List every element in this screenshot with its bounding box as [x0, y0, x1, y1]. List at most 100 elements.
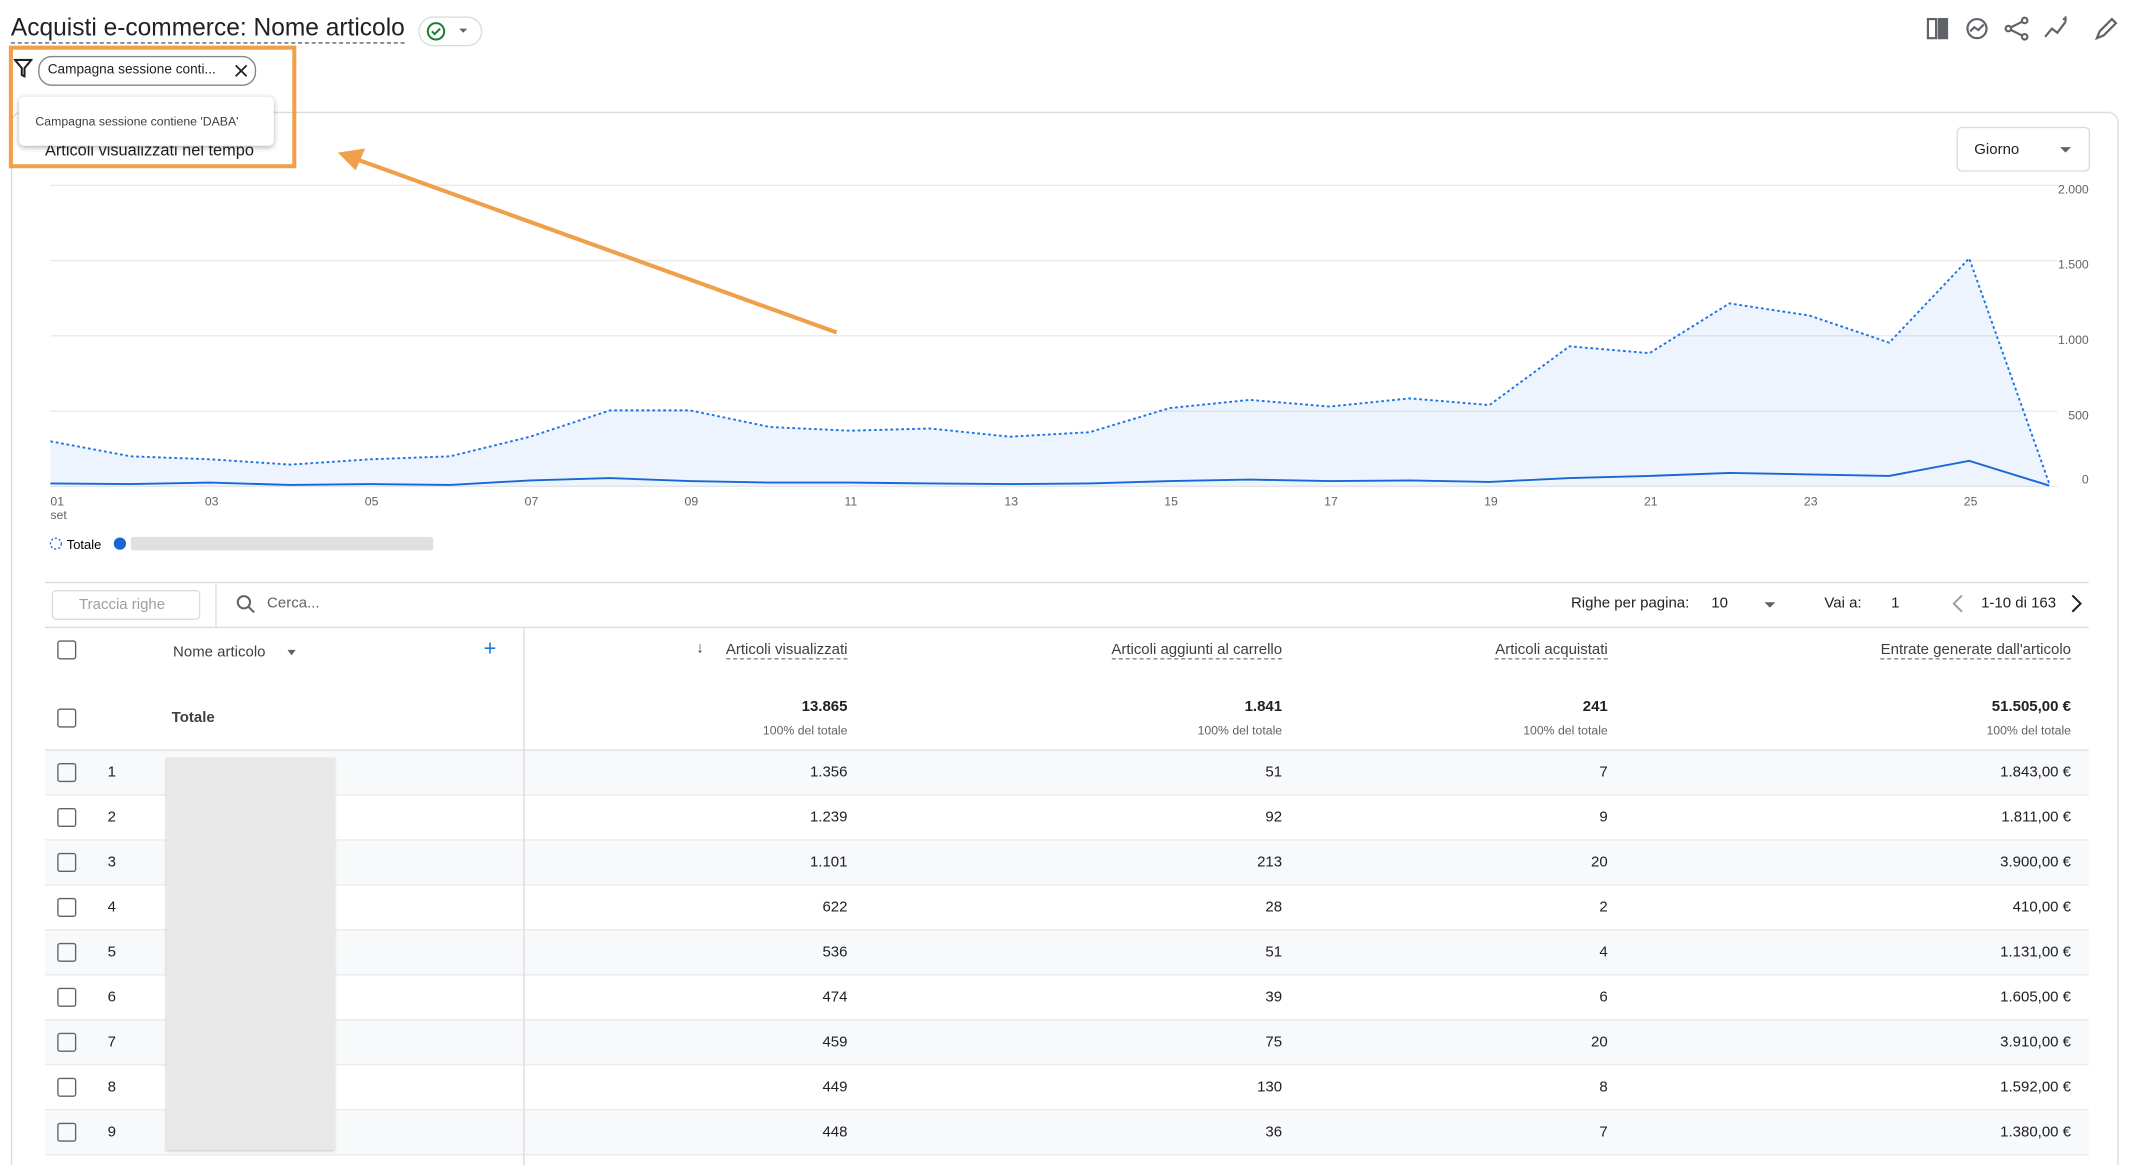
cell-value: 459: [822, 1034, 848, 1051]
cell-value: 213: [1257, 854, 1283, 871]
checkbox[interactable]: [57, 640, 77, 660]
cell-value: 2: [1599, 899, 1608, 916]
cell-value: 39: [1265, 989, 1283, 1006]
cell-value: 1.605,00 €: [2000, 989, 2071, 1006]
cell-value: 75: [1265, 1034, 1283, 1051]
cell-value: 9: [1599, 809, 1608, 826]
checkbox[interactable]: [57, 807, 77, 828]
annotation: [8, 45, 838, 335]
goto-input[interactable]: 1: [1891, 595, 1900, 612]
x-tick-label: 05: [365, 494, 379, 508]
totals-label: Totale: [171, 709, 215, 727]
granularity-select[interactable]: Giorno: [1956, 126, 2091, 172]
legend-swatch: [49, 537, 62, 550]
row-index: 9: [107, 1124, 116, 1141]
prev-page[interactable]: [1951, 594, 1965, 613]
dropdown-caret: [2060, 147, 2071, 153]
cell-value: 474: [822, 989, 848, 1006]
table-row: [44, 885, 2089, 931]
checkbox[interactable]: [57, 763, 77, 783]
toolbar-icons[interactable]: [1921, 14, 2125, 44]
cell-value: 51: [1265, 764, 1283, 781]
dimension-header[interactable]: Nome articolo: [173, 644, 266, 661]
cell-value: 3.900,00 €: [2000, 854, 2071, 871]
next-page[interactable]: [2070, 594, 2084, 613]
row-index: 5: [107, 944, 116, 961]
report-card: [10, 111, 2119, 1165]
cell-value: 1.811,00 €: [2001, 809, 2071, 826]
rows-per-page-select[interactable]: 10: [1711, 595, 1728, 612]
column-header[interactable]: Entrate generate dall'articolo: [1880, 641, 2071, 660]
chip-close[interactable]: [234, 64, 248, 78]
track-rows-label: Traccia righe: [79, 596, 166, 614]
goto-label: Vai a:: [1824, 595, 1862, 612]
x-tick-label: 03: [205, 494, 219, 508]
checkbox[interactable]: [57, 897, 77, 917]
row-index: 2: [107, 809, 116, 826]
checkbox[interactable]: [57, 708, 77, 728]
cell-value: 1.239: [809, 809, 848, 826]
filter-chip-label: Campagna sessione conti...: [47, 62, 216, 78]
row-index: 6: [107, 989, 116, 1006]
y-tick-label: 1.000: [2058, 333, 2089, 347]
row-index: 1: [107, 764, 116, 781]
column-header[interactable]: Articoli visualizzati: [725, 641, 848, 660]
y-tick-label: 1.500: [2058, 258, 2089, 272]
filter-tooltip: Campagna sessione contiene 'DABA': [19, 96, 274, 146]
filter-chip[interactable]: Campagna sessione conti...: [38, 55, 257, 86]
table-row: [44, 840, 2089, 886]
x-tick-label: 11: [844, 494, 857, 508]
page-range: 1-10 di 163: [1981, 595, 2057, 612]
x-month-label: set: [50, 508, 67, 522]
cell-value: 449: [822, 1079, 848, 1096]
add-dimension[interactable]: +: [483, 637, 497, 661]
row-index: 3: [107, 854, 116, 871]
divider: [44, 626, 2089, 629]
row-index: 8: [107, 1079, 116, 1096]
checkbox[interactable]: [57, 1077, 77, 1097]
cell-value: 622: [822, 899, 848, 916]
checkbox[interactable]: [57, 942, 77, 962]
search-input[interactable]: Cerca...: [267, 595, 320, 612]
x-tick-label: 21: [1644, 494, 1658, 508]
cell-value: 536: [822, 944, 848, 961]
series-area: [50, 258, 2050, 487]
cell-value: 1.592,00 €: [2000, 1079, 2071, 1096]
table-row: [44, 930, 2089, 976]
x-tick-label: 13: [1004, 494, 1018, 508]
column-header[interactable]: Articoli acquistati: [1495, 641, 1608, 660]
checkbox[interactable]: [57, 987, 77, 1007]
total-note: 100% del totale: [1197, 723, 1283, 738]
checkbox[interactable]: [57, 1122, 77, 1142]
row-index: 7: [107, 1034, 116, 1051]
line-chart: 0 500 1.000 1.500 2.000 01 03 05 07 09 11 13 15 17 19 2…: [49, 182, 2089, 552]
legend-redacted: [130, 536, 434, 551]
cell-value: 20: [1591, 854, 1608, 871]
dimension-redacted: [166, 757, 336, 1150]
checkbox[interactable]: [57, 852, 77, 872]
dimension-caret: [287, 649, 296, 656]
cell-value: 3.910,00 €: [2000, 1034, 2071, 1051]
y-tick-label: 500: [2068, 408, 2089, 422]
x-tick-label: 25: [1964, 494, 1978, 508]
cell-value: 7: [1599, 1124, 1608, 1141]
x-tick-label: 07: [525, 494, 539, 508]
cell-value: 1.843,00 €: [2000, 764, 2071, 781]
checkbox[interactable]: [57, 1032, 77, 1052]
total-value: 51.505,00 €: [1991, 698, 2071, 716]
x-tick-label: 09: [685, 494, 699, 508]
search-icon: [236, 595, 255, 614]
total-value: 13.865: [801, 698, 848, 716]
cell-value: 36: [1265, 1124, 1283, 1141]
column-header[interactable]: Articoli aggiunti al carrello: [1111, 641, 1283, 660]
y-tick-label: 2.000: [2058, 182, 2089, 196]
track-rows-button[interactable]: Traccia righe: [51, 589, 201, 620]
table-row: [44, 1065, 2089, 1111]
legend-swatch: [113, 537, 127, 550]
table-row: [44, 975, 2089, 1021]
cell-value: 1.356: [809, 764, 848, 781]
status-pill[interactable]: [418, 16, 483, 47]
